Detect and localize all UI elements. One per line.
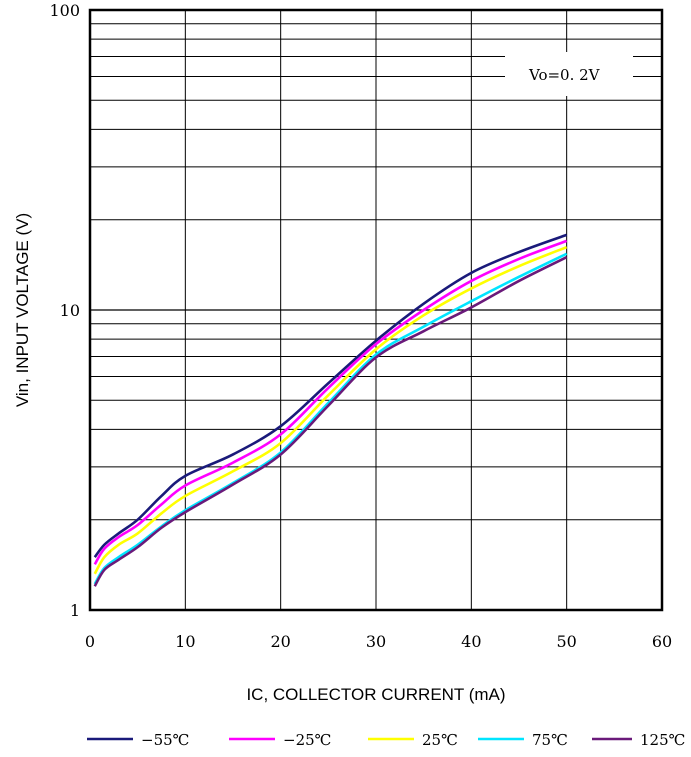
series-line-3 — [93, 245, 568, 575]
x-tick-label: 20 — [270, 632, 290, 651]
series-line-2 — [93, 239, 568, 565]
y-tick-label: 1 — [70, 601, 80, 620]
y-tick-label: 10 — [60, 301, 80, 320]
x-tick-label: 10 — [175, 632, 195, 651]
legend-item-3: 25℃ — [368, 731, 458, 749]
x-tick-label: 0 — [85, 632, 95, 651]
x-axis-label: IC, COLLECTOR CURRENT (mA) — [246, 685, 505, 704]
annotation-text: Vo=0. 2V — [528, 66, 601, 84]
x-tick-label: 50 — [556, 632, 576, 651]
legend-label: 125℃ — [640, 731, 685, 749]
legend-item-1: −55℃ — [87, 731, 189, 749]
legend-label: 75℃ — [532, 731, 568, 749]
x-tick-labels: 0 10 20 30 40 50 60 — [85, 632, 672, 651]
legend-label: 25℃ — [422, 731, 458, 749]
plot-frame — [88, 8, 664, 612]
x-tick-label: 40 — [461, 632, 481, 651]
legend-item-5: 125℃ — [592, 731, 685, 749]
x-tick-label: 60 — [652, 632, 672, 651]
legend-label: −25℃ — [283, 731, 331, 749]
annotation-box: Vo=0. 2V — [505, 52, 633, 96]
legend-label: −55℃ — [141, 731, 189, 749]
y-tick-labels: 1 10 100 — [49, 1, 80, 620]
legend: −55℃ −25℃ 25℃ 75℃ 125℃ — [87, 731, 685, 749]
legend-item-4: 75℃ — [478, 731, 568, 749]
series-line-4 — [93, 252, 568, 585]
series-line-1 — [93, 233, 568, 558]
legend-item-2: −25℃ — [229, 731, 331, 749]
x-tick-label: 30 — [366, 632, 386, 651]
y-axis-label: Vin, INPUT VOLTAGE (V) — [13, 213, 32, 407]
series-lines — [93, 233, 568, 587]
series-line-5 — [93, 256, 568, 587]
y-tick-label: 100 — [49, 1, 80, 20]
grid — [90, 10, 662, 610]
